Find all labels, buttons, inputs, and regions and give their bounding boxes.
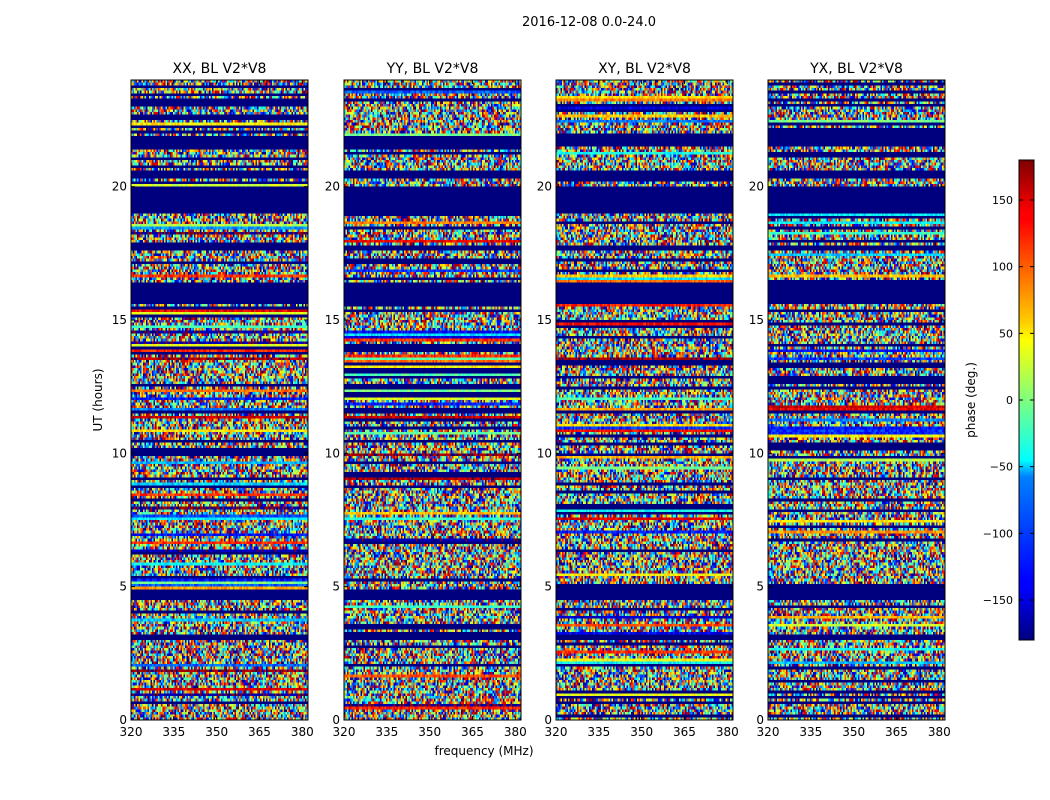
- x-tick-label: 380: [716, 725, 739, 739]
- y-tick-label: 15: [112, 313, 127, 327]
- y-tick-label: 5: [119, 580, 127, 594]
- panel-frame: [767, 79, 946, 721]
- x-tick-label: 365: [673, 725, 696, 739]
- colorbar-tick-label: 150: [992, 194, 1013, 207]
- panel-frame: [343, 79, 522, 721]
- x-tick-label: 320: [757, 725, 780, 739]
- y-tick-label: 10: [325, 446, 340, 460]
- panel-title: XX, BL V2*V8: [173, 61, 267, 77]
- x-tick-label: 350: [205, 725, 228, 739]
- x-tick-label: 335: [587, 725, 610, 739]
- colorbar-label: phase (deg.): [964, 362, 978, 438]
- x-tick-label: 365: [885, 725, 908, 739]
- y-axis-label: UT (hours): [91, 368, 105, 431]
- y-tick-label: 15: [749, 313, 764, 327]
- colorbar-ticks: −150 −100 −50 0 50 100 150: [983, 194, 1034, 607]
- y-tick-label: 0: [756, 713, 764, 727]
- y-tick-label: 10: [537, 446, 552, 460]
- y-tick-label: 5: [332, 580, 340, 594]
- x-tick-label: 350: [842, 725, 865, 739]
- y-tick-label: 20: [325, 180, 340, 194]
- panel-heatmap: [344, 80, 521, 720]
- figure-suptitle: 2016-12-08 0.0-24.0: [522, 15, 656, 30]
- colorbar-tick-label: −150: [983, 594, 1013, 607]
- y-tick-label: 5: [756, 580, 764, 594]
- colorbar-tick-label: 50: [999, 327, 1013, 340]
- panel-heatmap-canvas: [344, 80, 521, 720]
- panel-heatmap-canvas: [131, 80, 308, 720]
- y-tick-label: 0: [119, 713, 127, 727]
- panel-heatmap: [556, 80, 733, 720]
- panel-heatmap-canvas: [768, 80, 945, 720]
- x-tick-label: 320: [333, 725, 356, 739]
- x-tick-label: 380: [928, 725, 951, 739]
- colorbar-tick-label: 100: [992, 261, 1013, 274]
- panel-heatmap: [131, 80, 308, 720]
- x-tick-label: 365: [461, 725, 484, 739]
- x-axis-label: frequency (MHz): [434, 744, 533, 758]
- y-tick-label: 20: [112, 180, 127, 194]
- panel-frame: [555, 79, 734, 721]
- x-tick-label: 380: [291, 725, 314, 739]
- y-tick-label: 10: [112, 446, 127, 460]
- panel-1: YY, BL V2*V8 320 335 350 365 380 0 5 10 15 20: [325, 61, 527, 739]
- panel-heatmap-canvas: [556, 80, 733, 720]
- panel-title: YX, BL V2*V8: [809, 61, 903, 77]
- y-tick-label: 15: [537, 313, 552, 327]
- y-tick-label: 20: [537, 180, 552, 194]
- x-tick-label: 335: [799, 725, 822, 739]
- x-tick-label: 365: [248, 725, 271, 739]
- y-tick-label: 0: [332, 713, 340, 727]
- panel-3: YX, BL V2*V8 320 335 350 365 380 0 5 10 15 20: [749, 61, 951, 739]
- colorbar-tick-label: −50: [990, 461, 1013, 474]
- y-tick-label: 0: [544, 713, 552, 727]
- x-tick-label: 350: [418, 725, 441, 739]
- panel-frame: [130, 79, 309, 721]
- colorbar-tick-label: −100: [983, 527, 1013, 540]
- panel-2: XY, BL V2*V8 320 335 350 365 380 0 5 10 15 20: [537, 61, 739, 739]
- colorbar: −150 −100 −50 0 50 100 150 phase (deg.): [964, 159, 1035, 641]
- colorbar-tick-label: 0: [1006, 394, 1013, 407]
- panel-title: YY, BL V2*V8: [386, 61, 479, 77]
- x-tick-label: 350: [630, 725, 653, 739]
- x-tick-label: 335: [162, 725, 185, 739]
- y-tick-label: 20: [749, 180, 764, 194]
- x-tick-label: 335: [375, 725, 398, 739]
- x-tick-label: 320: [545, 725, 568, 739]
- panel-0: XX, BL V2*V8 320 335 350 365 380 0 5 10 15 20: [112, 61, 314, 739]
- panel-title: XY, BL V2*V8: [598, 61, 691, 77]
- x-tick-label: 380: [504, 725, 527, 739]
- y-tick-label: 15: [325, 313, 340, 327]
- x-tick-label: 320: [120, 725, 143, 739]
- y-tick-label: 10: [749, 446, 764, 460]
- panel-heatmap: [768, 80, 945, 720]
- y-tick-label: 5: [544, 580, 552, 594]
